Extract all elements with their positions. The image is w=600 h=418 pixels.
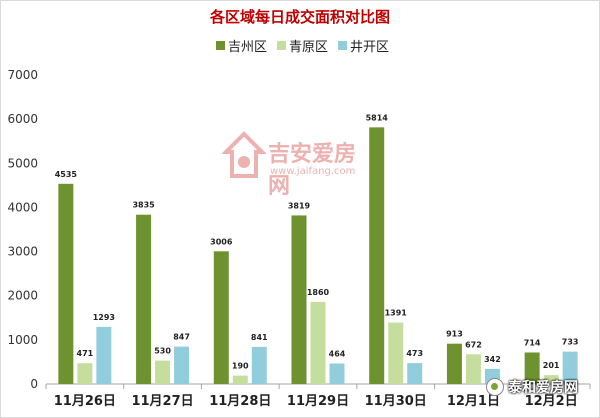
bar-0-1: [136, 214, 152, 384]
bar-2-2: [251, 346, 267, 384]
watermark-brand: 吉安爱房网: [268, 142, 357, 199]
bar-0-2: [213, 251, 229, 384]
legend-swatch-0: [216, 40, 225, 50]
y-tick-label-0: 0: [30, 377, 38, 391]
bar-0-5: [446, 343, 462, 384]
wechat-badge-label: 泰和爱房网: [508, 380, 578, 396]
bar-1-4: [388, 322, 404, 384]
data-label-1-6: 201: [543, 361, 560, 370]
data-label-1-2: 190: [232, 362, 249, 371]
data-label-2-3: 464: [329, 350, 346, 359]
legend-label-0: 吉州区: [228, 39, 268, 55]
legend-swatch-1: [277, 40, 287, 50]
bar-1-6: [543, 375, 559, 384]
data-label-0-3: 3819: [288, 201, 311, 210]
bar-1-3: [310, 301, 326, 384]
data-label-0-6: 714: [524, 338, 541, 347]
data-label-2-5: 342: [484, 355, 501, 364]
data-label-1-4: 1391: [385, 309, 408, 318]
chart-legend: 吉州区 青原区 井开区: [216, 36, 399, 55]
bar-2-1: [174, 346, 190, 384]
y-tick-label-3: 3000: [7, 245, 38, 259]
bar-1-2: [232, 375, 248, 384]
bar-0-4: [369, 127, 385, 385]
legend-item-2: 井开区: [338, 36, 389, 55]
bar-1-0: [77, 363, 93, 384]
wechat-badge: 泰和爱房网: [486, 375, 578, 399]
data-label-2-4: 473: [406, 349, 423, 358]
legend-label-1: 青原区: [289, 39, 329, 55]
watermark-logo: 吉安爱房网 www.jaifang.com: [222, 130, 372, 199]
x-tick-label-1: 11月27日: [131, 394, 193, 409]
legend-item-0: 吉州区: [216, 36, 267, 55]
data-label-0-4: 5814: [366, 113, 389, 122]
house-logo-icon: [222, 131, 266, 178]
y-tick-label-1: 1000: [7, 333, 38, 347]
x-tick-label-4: 11月30日: [365, 394, 427, 409]
chart-title: 各区域每日成交面积对比图: [209, 8, 390, 26]
x-tick-label-2: 11月28日: [209, 394, 271, 409]
data-label-2-0: 1293: [93, 313, 115, 322]
data-label-2-6: 733: [562, 338, 579, 347]
y-tick-label-7: 7000: [7, 68, 38, 82]
y-tick-label-6: 6000: [7, 112, 38, 126]
data-label-1-5: 672: [465, 340, 482, 349]
bar-1-5: [465, 354, 481, 384]
bar-1-1: [155, 360, 171, 384]
data-label-2-1: 847: [173, 333, 190, 342]
data-label-0-2: 3006: [210, 237, 233, 246]
y-tick-label-4: 4000: [7, 200, 38, 214]
data-label-2-2: 841: [251, 333, 268, 342]
bar-2-0: [96, 326, 112, 384]
x-tick-label-0: 11月26日: [54, 394, 116, 409]
bar-2-3: [329, 363, 345, 384]
legend-swatch-2: [338, 40, 348, 50]
data-label-1-0: 471: [77, 349, 94, 358]
x-tick-label-3: 11月29日: [287, 394, 349, 409]
bar-2-4: [407, 363, 423, 384]
legend-label-2: 井开区: [350, 39, 390, 55]
data-label-1-3: 1860: [307, 288, 330, 297]
x-tick-label-5: 12月1日: [447, 394, 500, 409]
bar-0-0: [58, 183, 74, 384]
bar-0-6: [524, 352, 540, 384]
x-tick-label-6: 12月2日: [525, 394, 578, 409]
bar-2-6: [562, 351, 578, 384]
watermark-url: www.jaifang.com: [270, 166, 356, 177]
y-tick-label-2: 2000: [7, 289, 38, 303]
y-tick-label-5: 5000: [7, 156, 38, 170]
data-label-0-5: 913: [446, 330, 463, 339]
bar-0-3: [291, 215, 307, 384]
wechat-icon: [486, 378, 504, 396]
data-label-1-1: 530: [154, 347, 171, 356]
data-label-0-0: 4535: [55, 170, 78, 179]
legend-item-1: 青原区: [277, 36, 328, 55]
data-label-0-1: 3835: [132, 201, 155, 210]
